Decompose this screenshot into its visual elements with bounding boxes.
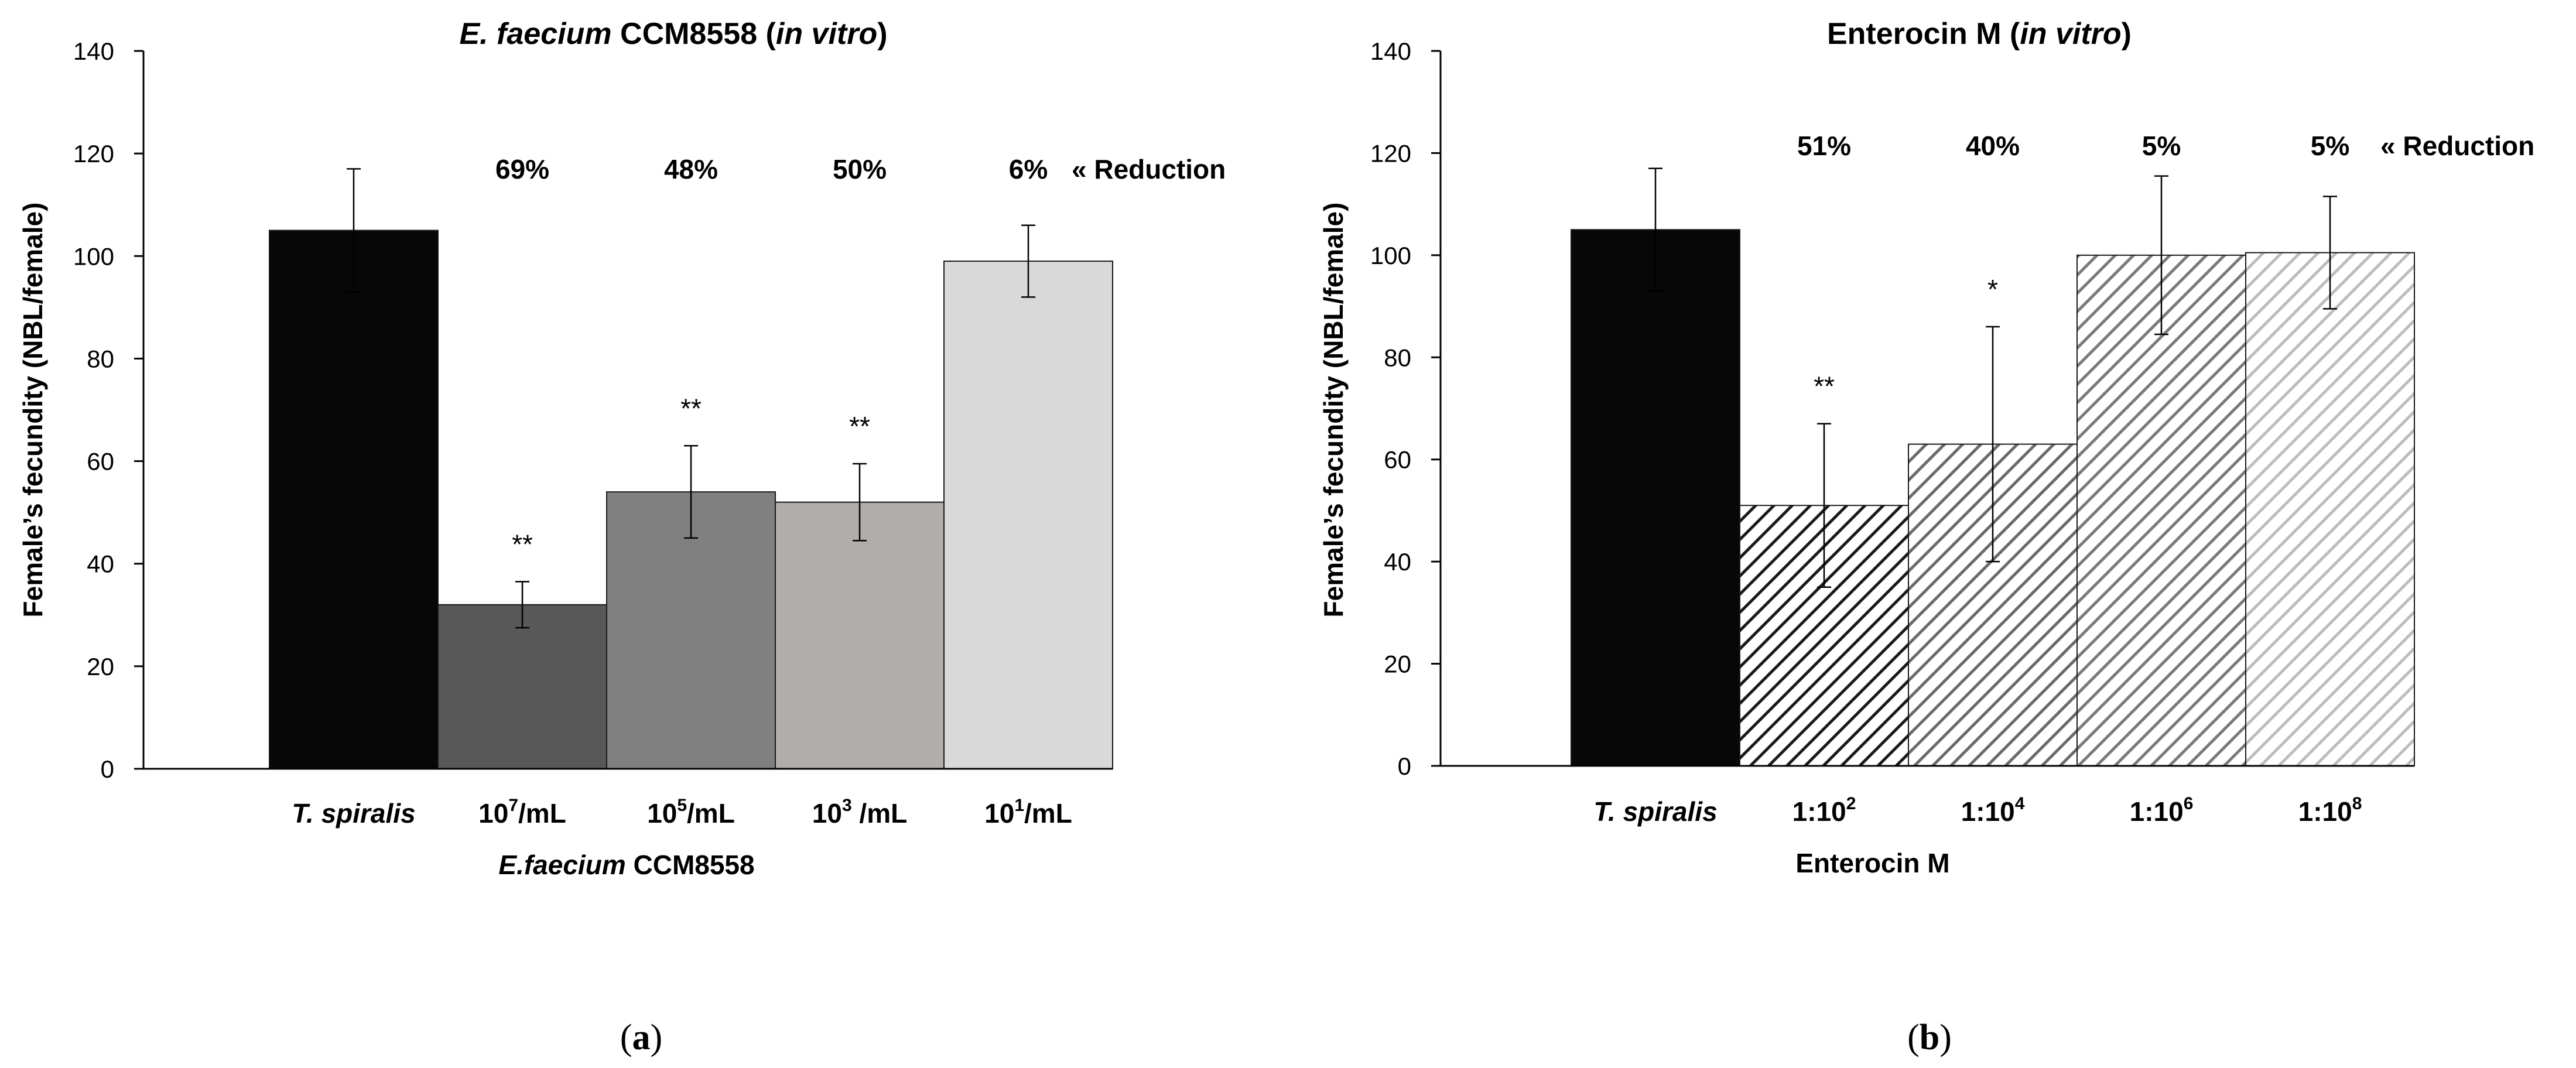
x-category-label: 107/mL (478, 796, 566, 829)
y-tick-label: 120 (1370, 139, 1411, 167)
x-axis-label: Enterocin M (1795, 848, 1949, 878)
reduction-value: 40% (1966, 131, 2020, 161)
x-category-label: 103 /mL (812, 796, 907, 829)
bar-4 (2245, 252, 2415, 767)
x-category-label: 1:104 (1961, 794, 2025, 827)
y-tick-label: 20 (87, 653, 114, 680)
chart-panel-a: E. faecium CCM8558 (in vitro) 0 20 40 60 80 10… (18, 17, 1226, 1057)
significance-marker: * (1987, 274, 1998, 304)
y-tick-label: 40 (1384, 548, 1411, 576)
reduction-value: 69% (495, 154, 549, 184)
x-category-label: 1:102 (1792, 794, 1856, 827)
y-tick-label: 140 (1370, 37, 1411, 65)
significance-marker: ** (512, 529, 533, 559)
y-tick-label: 120 (73, 140, 114, 167)
chart-title: Enterocin M (in vitro) (1827, 17, 2132, 51)
y-tick-label: 60 (87, 448, 114, 475)
x-category-label: 101/mL (984, 796, 1072, 829)
y-tick-label: 80 (87, 345, 114, 372)
significance-marker: ** (680, 393, 702, 423)
x-category-label: T. spiralis (292, 798, 415, 829)
significance-marker: ** (1814, 371, 1835, 402)
reduction-value: 5% (2311, 131, 2349, 161)
x-category-label: T. spiralis (1593, 796, 1717, 827)
chart-panel-b: Enterocin M (in vitro) 0 20 40 60 80 100 120 140… (1318, 17, 2534, 1057)
reduction-value: 48% (664, 154, 718, 184)
panel-label: (a) (620, 1018, 662, 1057)
bar-4 (943, 261, 1113, 769)
chart-title: E. faecium CCM8558 (in vitro) (459, 17, 887, 51)
bar-1 (437, 604, 607, 770)
x-category-label: 105/mL (647, 796, 735, 829)
y-tick-label: 0 (101, 755, 114, 783)
reduction-value: 5% (2142, 131, 2181, 161)
x-category-label: 1:106 (2130, 794, 2194, 827)
bar-0 (269, 230, 439, 769)
reduction-value: 6% (1009, 154, 1048, 184)
reduction-legend-label: « Reduction (2380, 131, 2534, 161)
y-tick-label: 40 (87, 550, 114, 578)
x-category-label: 1:108 (2298, 794, 2362, 827)
y-tick-label: 20 (1384, 651, 1411, 678)
y-tick-label: 100 (73, 242, 114, 270)
y-tick-label: 0 (1398, 752, 1411, 780)
y-axis-label: Female’s fecundity (NBL/female) (18, 203, 48, 618)
significance-marker: ** (849, 411, 870, 441)
panel-label: (b) (1907, 1018, 1952, 1057)
x-axis-label: E.faecium CCM8558 (498, 850, 754, 880)
y-axis-label: Female’s fecundity (NBL/female) (1318, 203, 1349, 618)
y-tick-label: 100 (1370, 242, 1411, 269)
y-tick-label: 140 (73, 37, 114, 65)
reduction-legend-label: « Reduction (1072, 154, 1226, 184)
bar-3 (775, 501, 945, 770)
reduction-value: 51% (1797, 131, 1851, 161)
y-tick-label: 80 (1384, 344, 1411, 371)
bar-0 (1571, 229, 1740, 766)
y-tick-label: 60 (1384, 446, 1411, 474)
reduction-value: 50% (833, 154, 887, 184)
